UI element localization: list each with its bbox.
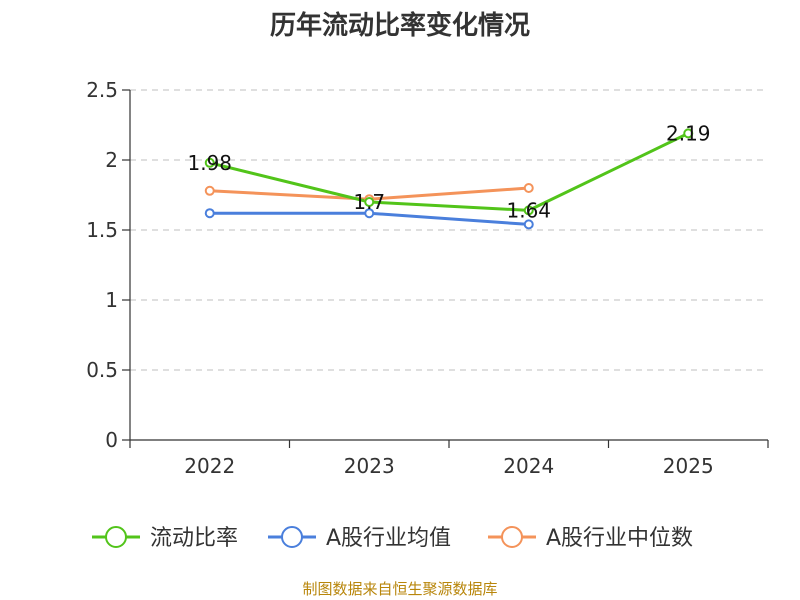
x-tick-label: 2024 — [503, 454, 554, 478]
data-point — [523, 205, 534, 216]
legend-marker — [501, 526, 523, 548]
chart-title: 历年流动比率变化情况 — [270, 10, 530, 41]
y-tick-label: 1.5 — [86, 218, 118, 242]
x-tick-label: 2025 — [663, 454, 714, 478]
data-point — [364, 208, 375, 219]
legend-label: 流动比率 — [150, 526, 238, 551]
data-point — [204, 208, 215, 219]
data-point — [204, 157, 215, 168]
legend-marker — [281, 526, 303, 548]
data-points — [204, 128, 694, 230]
y-tick-label: 2.5 — [86, 78, 118, 102]
axes: 0 0.5 1 1.5 2 2.5 2022 2023 2024 2025 — [86, 78, 769, 478]
legend-label: A股行业均值 — [326, 526, 451, 551]
data-labels: 1.98 1.7 1.64 2.19 — [187, 121, 710, 222]
y-tick-label: 2 — [105, 148, 118, 172]
data-label: 1.64 — [506, 198, 551, 222]
legend-label: A股行业中位数 — [546, 526, 693, 551]
series-line — [209, 132, 689, 212]
data-point — [364, 197, 375, 207]
data-point — [523, 183, 534, 193]
data-point — [523, 219, 534, 230]
y-tick-label: 0.5 — [86, 358, 118, 382]
legend-marker — [105, 526, 127, 548]
data-point — [683, 128, 694, 139]
x-tick-label: 2022 — [184, 454, 235, 478]
y-tick-label: 1 — [105, 288, 118, 312]
x-tick-label: 2023 — [344, 454, 395, 478]
legend: 流动比率 A股行业均值 A股行业中位数 — [92, 526, 693, 551]
y-tick-label: 0 — [105, 428, 118, 452]
series-lines — [209, 132, 689, 226]
source-note: 制图数据来自恒生聚源数据库 — [302, 580, 497, 598]
grid-lines — [130, 89, 768, 371]
data-label: 1.98 — [187, 151, 232, 175]
data-label: 1.7 — [353, 190, 385, 214]
data-point — [204, 185, 215, 196]
data-label: 2.19 — [666, 121, 711, 145]
